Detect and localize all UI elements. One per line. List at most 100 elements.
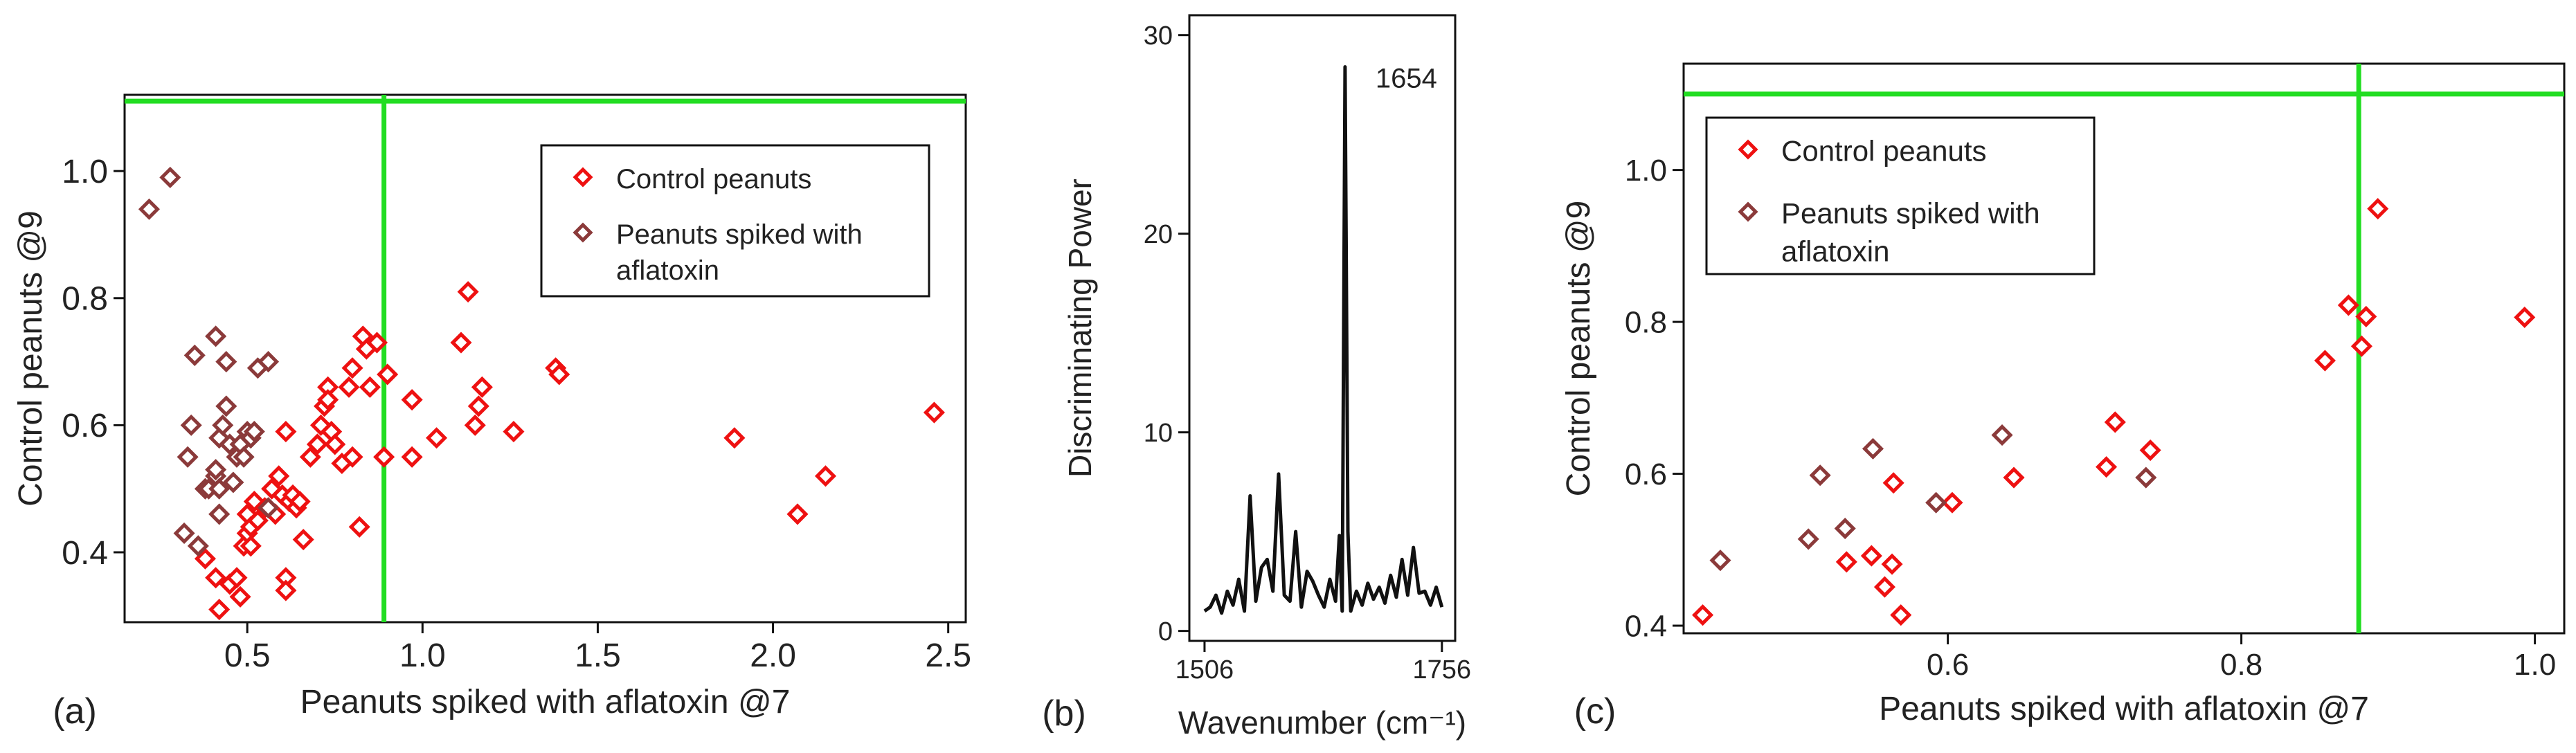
data-point	[1991, 424, 2013, 446]
data-point	[426, 427, 448, 449]
data-point	[208, 427, 231, 449]
data-point	[359, 376, 381, 398]
legend-box	[1705, 116, 2096, 275]
data-point	[341, 446, 363, 468]
x-tick-label: 0.5	[224, 637, 271, 674]
data-point	[183, 344, 206, 366]
data-point	[233, 446, 255, 468]
data-point	[173, 522, 195, 545]
data-point	[1882, 472, 1904, 494]
data-point	[205, 325, 227, 347]
data-point	[215, 351, 237, 373]
data-point	[1925, 491, 1947, 514]
y-tick-label: 0.6	[1625, 457, 1667, 491]
chart-panel-3: 0.6 0.8 1.0 0.4 0.6 0.8 1.0 Peanuts spiked with…	[1560, 62, 2566, 732]
data-point	[341, 357, 363, 379]
data-point	[450, 332, 472, 354]
y-tick-label: 30	[1144, 21, 1173, 51]
y-tick-label: 0.6	[62, 408, 108, 444]
legend-marker	[573, 167, 593, 188]
data-point	[338, 376, 360, 398]
y-axis-label: Discriminating Power	[1062, 179, 1098, 478]
data-point	[258, 351, 280, 373]
data-point	[1890, 604, 1912, 626]
y-tick-label: 1.0	[1625, 154, 1667, 188]
data-point	[187, 535, 209, 557]
y-tick-label: 20	[1144, 220, 1173, 249]
data-point	[548, 363, 570, 385]
legend: Control peanuts Peanuts spiked with aflato…	[1705, 116, 2096, 275]
x-tick-label: 2.0	[750, 637, 796, 674]
y-tick-label: 0.4	[62, 535, 108, 572]
chart-panel-1: 0.5 1.0 1.5 2.0 2.5 0.4 0.6 0.8 1.0 Peanuts spike…	[12, 93, 971, 732]
data-point	[377, 363, 399, 385]
data-point	[1709, 550, 1731, 572]
data-point	[2367, 198, 2389, 220]
data-point	[243, 421, 265, 443]
data-point	[1692, 604, 1714, 626]
data-point	[138, 198, 160, 220]
data-point	[2003, 466, 2025, 489]
x-axis-label: Wavenumber (cm⁻¹)	[1178, 705, 1466, 741]
data-point	[212, 414, 234, 436]
data-point	[366, 332, 388, 354]
x-axis-label: Peanuts spiked with aflatoxin @7	[1879, 691, 2369, 727]
data-point	[222, 471, 244, 493]
data-point	[229, 586, 251, 608]
data-point	[289, 491, 311, 513]
data-point	[471, 376, 493, 398]
data-point	[2314, 350, 2336, 372]
data-point	[180, 414, 202, 436]
x-tick-label: 1506	[1176, 655, 1234, 684]
x-axis-label: Peanuts spiked with aflatoxin @7	[300, 684, 791, 720]
y-tick-label: 0.8	[1625, 305, 1667, 339]
plot-frame	[1188, 14, 1457, 642]
panel-label: (c)	[1574, 691, 1616, 732]
data-point	[2514, 306, 2536, 329]
x-tick-label: 1.5	[575, 637, 621, 674]
data-point	[814, 465, 837, 487]
peak-annotation: 1654	[1376, 64, 1437, 94]
data-point	[2355, 305, 2377, 327]
data-point	[275, 579, 297, 601]
data-point	[208, 599, 231, 621]
data-point	[1834, 518, 1856, 540]
data-point	[268, 465, 290, 487]
data-point	[1860, 545, 1882, 567]
data-point	[373, 446, 395, 468]
chart-panel-2: 1506 1756 0 10 20 30 Wavenumber (cm⁻¹) Discrimi…	[1042, 14, 1471, 741]
data-point	[2104, 411, 2126, 433]
data-point	[1809, 464, 1831, 487]
data-point	[2096, 456, 2118, 478]
legend-marker	[573, 222, 593, 243]
data-point	[299, 446, 321, 468]
y-tick-label: 0.4	[1625, 609, 1667, 643]
series-control-peanuts	[194, 281, 945, 621]
data-point	[401, 446, 423, 468]
legend-marker	[1738, 201, 1758, 222]
x-tick-label: 1.0	[2514, 648, 2556, 682]
legend-entry-label: Control peanuts	[1781, 135, 1987, 167]
data-point	[205, 567, 227, 589]
data-point	[159, 166, 181, 188]
x-tick-label: 0.6	[1927, 648, 1969, 682]
data-point	[467, 395, 489, 417]
discriminating-power-line	[1203, 65, 1444, 615]
y-tick-label: 10	[1144, 419, 1173, 448]
data-point	[1797, 528, 1819, 550]
data-point	[243, 491, 265, 513]
y-tick-label: 0.8	[62, 281, 108, 318]
x-tick-label: 1.0	[399, 637, 446, 674]
data-point	[1862, 437, 1884, 460]
series-control-peanuts	[1692, 198, 2536, 626]
data-point	[208, 503, 231, 525]
plot-frame	[1682, 62, 2566, 635]
y-tick-label: 0	[1158, 617, 1173, 646]
legend-box	[540, 144, 930, 298]
data-point	[503, 421, 525, 443]
data-point	[261, 478, 283, 500]
data-point	[275, 421, 297, 443]
x-tick-label: 2.5	[925, 637, 971, 674]
data-point	[401, 389, 423, 411]
